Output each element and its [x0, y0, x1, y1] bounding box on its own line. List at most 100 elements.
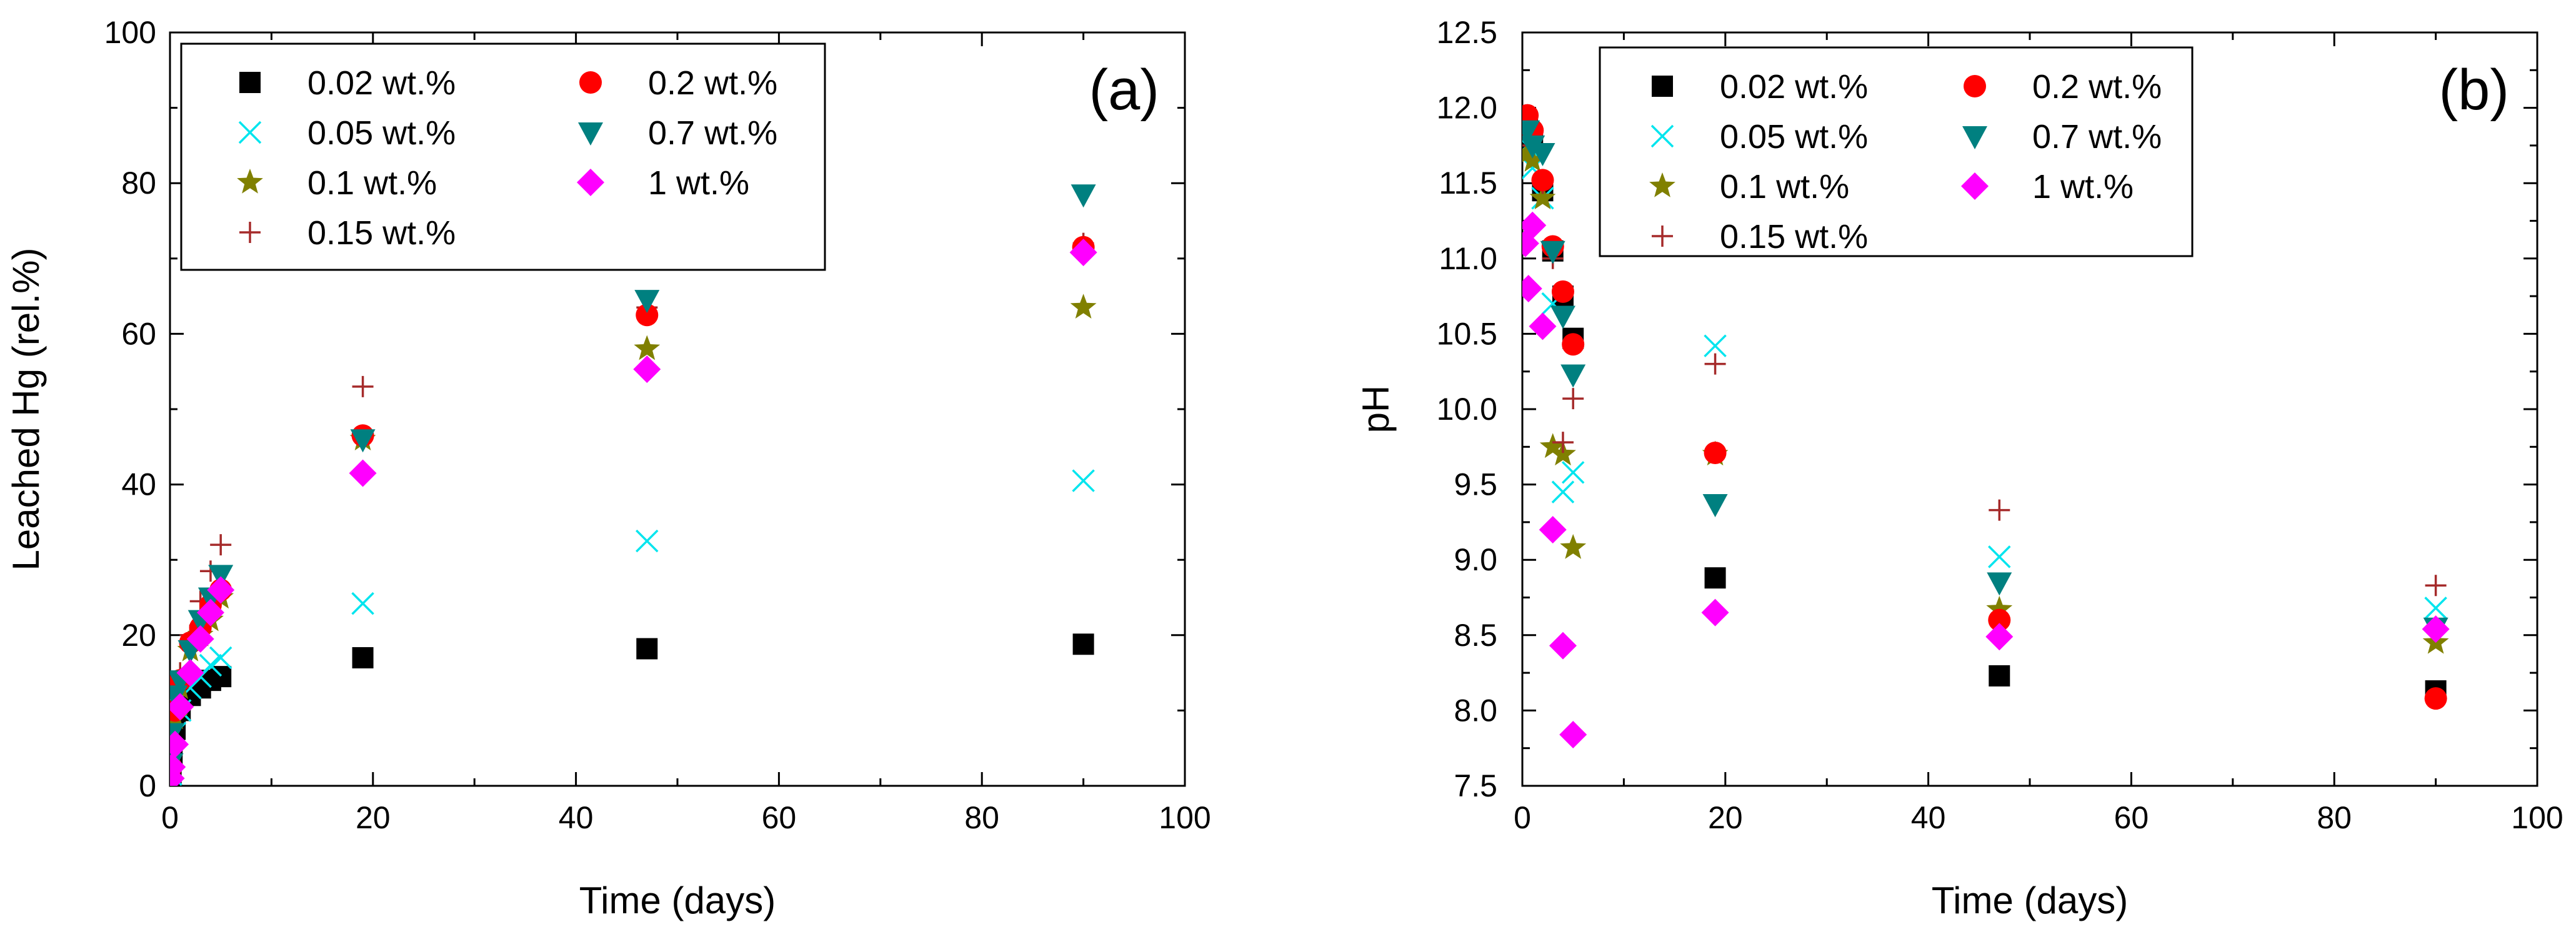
- data-point: [351, 592, 374, 615]
- legend-label: 0.1 wt.%: [1720, 168, 1849, 206]
- legend-item: 1 wt.%: [1961, 168, 2134, 206]
- y-tick-label: 10.0: [1437, 392, 1497, 427]
- data-point: [352, 647, 374, 668]
- legend-marker: [237, 169, 263, 194]
- plus-marker-shape: [1704, 353, 1726, 375]
- legend-marker: [1649, 172, 1675, 197]
- data-point: [1551, 480, 1575, 503]
- data-point: [1704, 567, 1726, 589]
- data-point: [1071, 184, 1096, 208]
- x-tick-label: 60: [2114, 800, 2149, 835]
- square-marker-shape: [239, 72, 261, 93]
- x-marker-shape: [1072, 469, 1095, 492]
- y-tick-label: 8.0: [1454, 693, 1497, 728]
- legend-marker: [1964, 75, 1986, 97]
- data-point: [349, 459, 377, 487]
- y-axis-title: pH: [1355, 385, 1397, 434]
- data-point: [1072, 633, 1094, 655]
- circle-marker-shape: [1964, 75, 1986, 97]
- triangle-marker-shape: [350, 429, 376, 453]
- legend: 0.02 wt.% 0.05 wt.% 0.1 wt.% 0.15 wt.% 0.2 w…: [180, 42, 826, 271]
- data-point: [1559, 720, 1587, 748]
- y-axis-ticks: 0 20 40 60 80 100: [104, 15, 1185, 803]
- data-point: [1540, 240, 1565, 264]
- x-marker-shape: [209, 646, 232, 670]
- data-point: [636, 304, 659, 327]
- legend-marker: [239, 72, 261, 93]
- x-marker-shape: [636, 529, 659, 553]
- legend-item: 0.7 wt.%: [1962, 118, 2162, 156]
- legend-item: 0.1 wt.%: [237, 164, 437, 202]
- legend-label: 0.2 wt.%: [2032, 68, 2162, 106]
- x-tick-label: 80: [2317, 800, 2352, 835]
- data-point: [1985, 623, 2014, 651]
- x-axis-ticks: 0 20 40 60 80 100: [1514, 32, 2564, 835]
- legend-label: 0.7 wt.%: [2032, 118, 2162, 156]
- legend-label: 0.05 wt.%: [1720, 118, 1868, 156]
- plus-marker-shape: [239, 222, 261, 243]
- legend-item: 0.05 wt.%: [1650, 118, 1868, 156]
- triangle-marker-shape: [1987, 572, 2012, 596]
- circle-marker-shape: [1704, 441, 1727, 464]
- data-point: [350, 429, 376, 453]
- data-point: [1989, 499, 2010, 521]
- data-point: [1704, 441, 1727, 464]
- x-marker-shape: [1650, 124, 1674, 148]
- x-marker-shape: [2424, 597, 2447, 620]
- legend-label: 0.2 wt.%: [648, 64, 777, 102]
- legend-item: 0.02 wt.%: [239, 64, 456, 102]
- triangle-marker-shape: [578, 122, 603, 146]
- data-point: [1562, 388, 1584, 410]
- data-point: [1701, 598, 1729, 627]
- legend-label: 0.7 wt.%: [648, 114, 777, 152]
- data-point: [2422, 615, 2450, 643]
- diamond-marker-shape: [1701, 598, 1729, 627]
- legend-marker: [238, 121, 262, 144]
- legend-label: 1 wt.%: [2032, 168, 2134, 206]
- data-point: [634, 335, 661, 360]
- data-point: [1549, 632, 1577, 660]
- x-tick-label: 0: [161, 800, 179, 835]
- diamond-marker-shape: [1529, 312, 1557, 340]
- square-marker-shape: [1652, 76, 1673, 97]
- y-tick-label: 80: [121, 166, 156, 201]
- data-point: [1988, 545, 2011, 568]
- legend-label: 0.02 wt.%: [1720, 68, 1868, 106]
- legend-marker: [578, 122, 603, 146]
- data-point: [1562, 333, 1585, 356]
- legend-item: 0.02 wt.%: [1652, 68, 1868, 106]
- triangle-marker-shape: [634, 290, 660, 314]
- x-marker-shape: [1561, 461, 1585, 484]
- plus-marker-shape: [210, 534, 232, 556]
- y-tick-label: 11.5: [1439, 166, 1497, 201]
- diamond-marker-shape: [1559, 720, 1587, 748]
- star-marker-shape: [1529, 184, 1556, 210]
- x-marker-shape: [1551, 480, 1575, 503]
- chart-panel-b: 0 20 40 60 80 100 7.5 8.0 8.5 9.0 9.5 10.0 10.5 11.0 1…: [1355, 15, 2564, 921]
- triangle-marker-shape: [1530, 142, 1555, 166]
- diamond-marker-shape: [633, 355, 661, 384]
- legend-item: 0.15 wt.%: [1652, 218, 1868, 255]
- legend-marker: [1652, 226, 1673, 247]
- x-marker-shape: [351, 592, 374, 615]
- data-point: [170, 753, 186, 781]
- data-point: [1529, 312, 1557, 340]
- legend-label: 0.05 wt.%: [307, 114, 456, 152]
- diamond-marker-shape: [186, 625, 214, 653]
- data-point: [209, 646, 232, 670]
- y-tick-label: 10.5: [1437, 316, 1497, 351]
- legend-label: 0.15 wt.%: [1720, 218, 1868, 255]
- diamond-marker-shape: [349, 459, 377, 487]
- legend-label: 0.15 wt.%: [307, 214, 456, 252]
- legend-item: 0.2 wt.%: [1964, 68, 2162, 106]
- data-point: [1070, 294, 1097, 319]
- x-axis-title: Time (days): [1932, 880, 2128, 921]
- circle-marker-shape: [636, 304, 659, 327]
- data-point: [1069, 239, 1097, 267]
- diamond-marker-shape: [170, 753, 186, 781]
- data-point: [1702, 493, 1728, 517]
- data-point: [1531, 169, 1554, 192]
- diamond-marker-shape: [170, 693, 194, 721]
- y-tick-label: 8.5: [1454, 618, 1497, 653]
